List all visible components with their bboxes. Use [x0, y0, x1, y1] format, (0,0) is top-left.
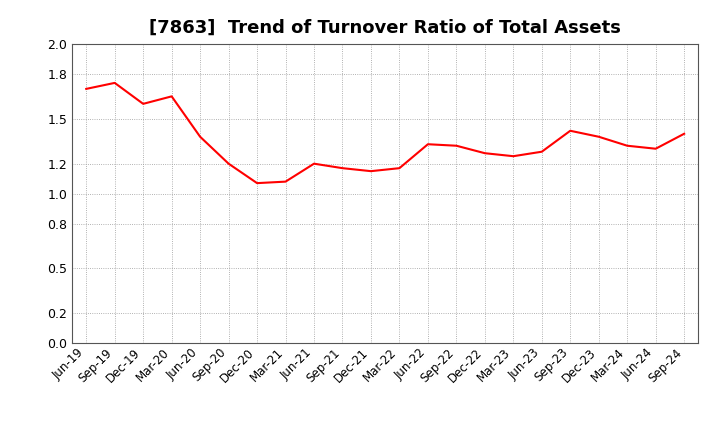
- Title: [7863]  Trend of Turnover Ratio of Total Assets: [7863] Trend of Turnover Ratio of Total …: [149, 19, 621, 37]
